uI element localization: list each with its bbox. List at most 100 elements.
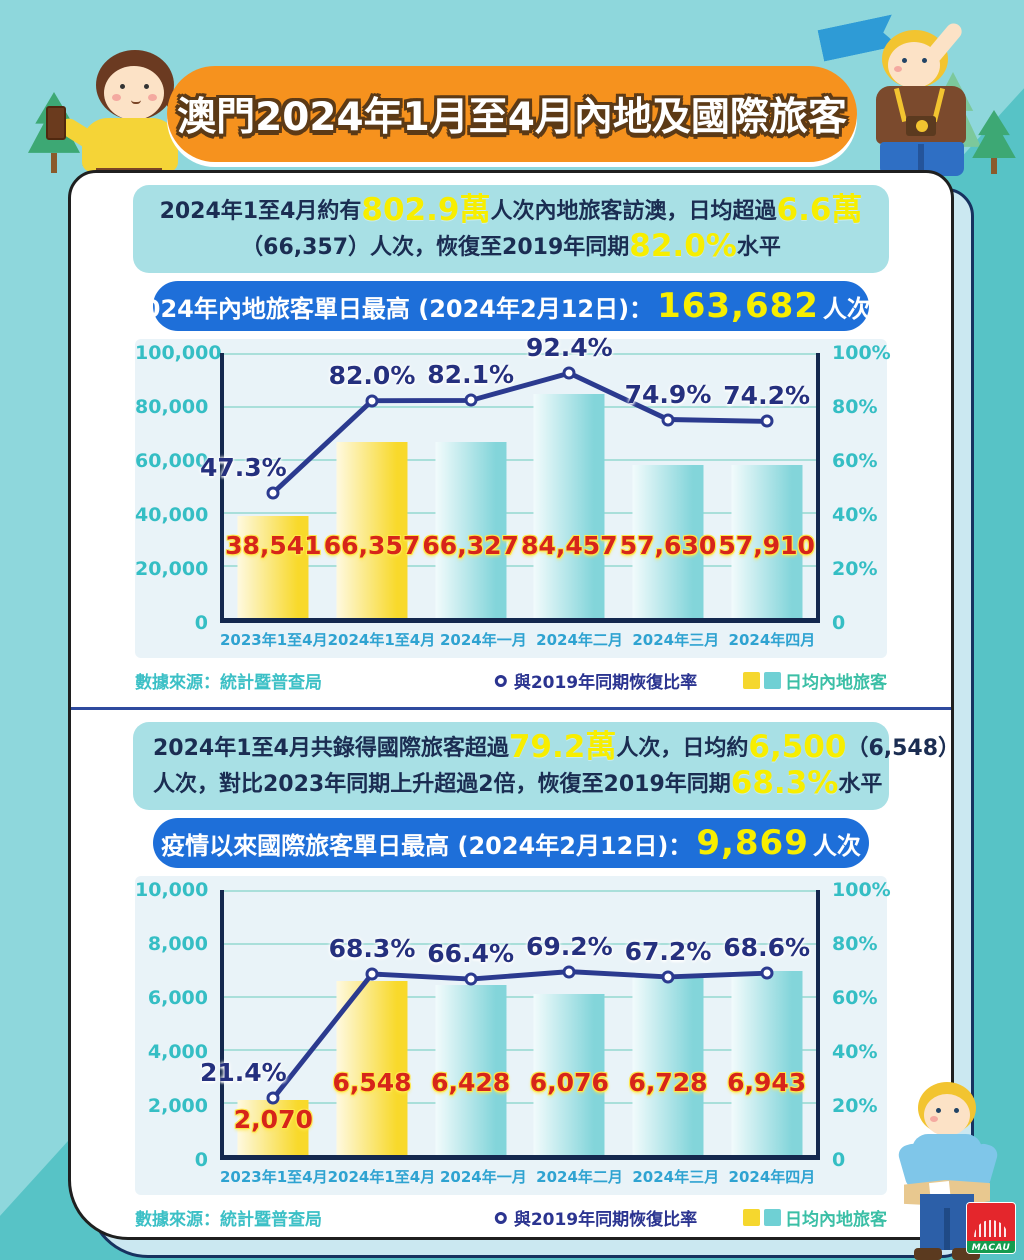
category-label: 2024年二月 — [536, 1168, 623, 1186]
macau-tourism-logo: MACAU — [966, 1202, 1016, 1254]
y-tick-left: 100,000 — [135, 342, 222, 364]
line-point-marker — [661, 413, 675, 426]
y-tick-right: 100% — [832, 879, 891, 901]
y-tick-right: 60% — [832, 987, 878, 1009]
bar-2024年二月 — [533, 994, 605, 1155]
gridline — [224, 943, 816, 945]
plot-area: 2,070 6,548 6,428 6,076 6,728 6,943 21.4% 68.3%… — [200, 890, 820, 1160]
bar-2024年一月 — [435, 984, 507, 1155]
logo-text: MACAU — [971, 1243, 1011, 1253]
category-label: 2024年四月 — [728, 631, 816, 649]
gridline — [224, 996, 816, 998]
line-point-marker — [266, 1091, 280, 1105]
y-tick-left: 0 — [194, 1149, 208, 1171]
category-label: 2024年一月 — [439, 631, 527, 649]
category-label: 2024年1至4月 — [327, 1168, 436, 1186]
y-tick-right: 20% — [832, 1095, 878, 1117]
mainland-daily-max-banner: 2024年內地旅客單日最高 (2024年2月12日)： 163,682 人次。 — [127, 281, 895, 331]
recovery-rate-label: 82.0% — [328, 360, 416, 390]
bar-legend-label: 日均內地旅客 — [785, 1210, 887, 1230]
chart-footer-international: 數據來源：統計暨普查局 與2019年同期恢復比率 日均內地旅客 — [135, 1205, 887, 1230]
summary-highlight: 79.2萬 — [508, 729, 617, 765]
category-label: 2024年二月 — [536, 631, 623, 649]
summary-line-1: 2024年1至4月共錄得國際旅客超過79.2萬人次，日均約6,500（6,548… — [153, 729, 951, 766]
summary-highlight: 82.0% — [629, 228, 737, 264]
y-axis-right: 100% 80% 60% 40% 20% 0 — [820, 879, 891, 1171]
y-tick-right: 0 — [832, 1149, 846, 1171]
line-point-marker — [760, 966, 774, 980]
recovery-rate-line — [271, 969, 767, 1100]
recovery-rate-label: 92.4% — [525, 333, 613, 363]
y-tick-left: 6,000 — [147, 987, 208, 1009]
y-tick-right: 20% — [832, 558, 878, 580]
bar-value-label: 6,943 — [727, 1067, 807, 1097]
illustration-boy-with-map — [890, 1082, 1008, 1260]
tree-icon — [972, 110, 1016, 175]
line-marker-icon — [494, 674, 507, 687]
recovery-rate-label: 69.2% — [525, 931, 613, 961]
bar-2024年三月 — [632, 465, 704, 618]
bar-2024年三月 — [632, 976, 704, 1155]
y-tick-left: 4,000 — [147, 1041, 208, 1063]
gridline — [224, 565, 816, 567]
summary-text: 2024年1至4月約有 — [159, 199, 362, 224]
bar-2024年四月 — [731, 464, 803, 618]
bar-2024年一月 — [435, 442, 507, 618]
y-tick-right: 0 — [832, 612, 846, 634]
line-legend-label: 與2019年同期恢復比率 — [513, 673, 698, 693]
bar-legend: 日均內地旅客 — [743, 1205, 887, 1230]
category-label: 2024年一月 — [439, 1168, 527, 1186]
gridline — [224, 1102, 816, 1104]
y-axis-left: 10,000 8,000 6,000 4,000 2,000 0 — [135, 879, 220, 1171]
line-legend: 與2019年同期恢復比率 — [494, 1205, 698, 1230]
line-marker-icon — [494, 1211, 507, 1224]
mainland-section: 2024年1至4月約有802.9萬人次內地旅客訪澳，日均超過6.6萬 （66,3… — [71, 185, 951, 693]
line-point-marker — [365, 394, 379, 408]
line-legend-label: 與2019年同期恢復比率 — [513, 1210, 698, 1230]
gridline — [224, 1049, 816, 1051]
y-tick-right: 80% — [832, 396, 878, 418]
bar-value-label: 57,910 — [718, 530, 815, 560]
summary-text: 人次，對比2023年同期上升超過2倍，恢復至2019年同期 — [153, 772, 731, 797]
page-title: 澳門2024年1月至4月內地及國際旅客 — [177, 95, 847, 140]
category-label: 2024年1至4月 — [327, 631, 436, 649]
summary-text: （6,548） — [846, 736, 954, 761]
y-tick-left: 8,000 — [147, 933, 208, 955]
data-source-label: 數據來源：統計暨普查局 — [135, 1210, 322, 1230]
title-banner: 澳門2024年1月至4月內地及國際旅客 — [167, 66, 857, 162]
bar-value-label: 57,630 — [619, 530, 717, 560]
chart-international: 10,000 8,000 6,000 4,000 2,000 0 2,070 6,548 6,… — [135, 876, 891, 1195]
bar-value-label: 6,548 — [332, 1067, 412, 1097]
line-legend: 與2019年同期恢復比率 — [494, 668, 698, 693]
line-point-marker — [464, 393, 478, 407]
summary-text: （66,357）人次，恢復至2019年同期 — [241, 235, 630, 260]
bar-value-label: 6,728 — [628, 1067, 708, 1097]
bar-value-label: 6,076 — [529, 1067, 609, 1097]
y-tick-right: 100% — [832, 342, 891, 364]
category-label: 2023年1至4月 — [220, 1168, 328, 1186]
recovery-rate-line — [271, 370, 767, 495]
y-axis-right: 100% 80% 60% 40% 20% 0 — [820, 342, 891, 634]
y-tick-left: 80,000 — [135, 396, 209, 418]
chart-footer-mainland: 數據來源：統計暨普查局 與2019年同期恢復比率 日均內地旅客 — [135, 668, 887, 693]
summary-text: 水平 — [838, 772, 883, 797]
summary-highlight: 6,500 — [748, 729, 847, 765]
logo-emblem — [967, 1203, 1015, 1241]
y-tick-left: 2,000 — [147, 1095, 208, 1117]
banner-value: 163,682 — [657, 286, 819, 326]
bar-legend: 日均內地旅客 — [743, 668, 887, 693]
gridline — [224, 512, 816, 514]
bar-2024年四月 — [731, 971, 803, 1155]
category-label: 2024年三月 — [632, 1168, 720, 1186]
recovery-rate-label: 66.4% — [427, 939, 515, 969]
bar-value-label: 38,541 — [225, 530, 322, 560]
banner-text: 疫情以來國際旅客單日最高 (2024年2月12日)： — [161, 831, 693, 860]
bar-value-label: 66,357 — [323, 530, 421, 560]
content-card: 2024年1至4月約有802.9萬人次內地旅客訪澳，日均超過6.6萬 （66,3… — [68, 170, 954, 1240]
line-point-marker — [562, 965, 576, 979]
recovery-rate-label: 21.4% — [199, 1058, 287, 1088]
recovery-rate-label: 82.1% — [427, 360, 515, 390]
teal-square-icon — [764, 672, 781, 689]
logo-band: MACAU — [967, 1241, 1015, 1253]
